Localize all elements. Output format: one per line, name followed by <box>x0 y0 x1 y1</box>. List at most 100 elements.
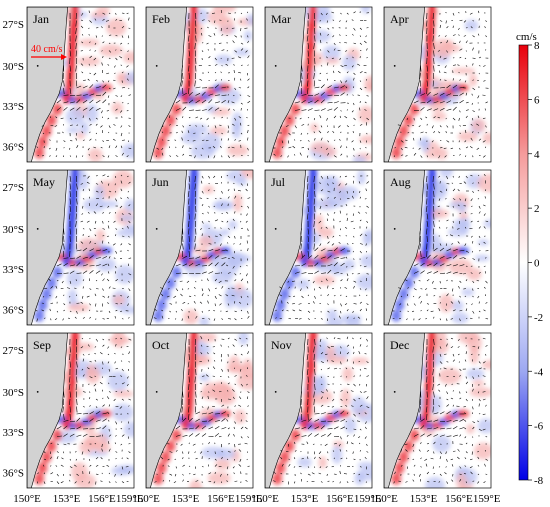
velocity-vector <box>439 353 442 357</box>
velocity-vector <box>351 19 354 21</box>
velocity-vector <box>413 473 415 476</box>
velocity-vector <box>484 26 486 29</box>
velocity-vector <box>338 235 341 237</box>
anomaly-blob <box>477 174 491 193</box>
velocity-vectors <box>37 337 132 485</box>
velocity-vector <box>478 310 481 313</box>
velocity-vector <box>301 458 304 460</box>
velocity-vector <box>50 456 52 460</box>
velocity-vector <box>470 235 473 238</box>
velocity-vector <box>465 391 468 394</box>
velocity-vector <box>332 182 335 184</box>
velocity-vector <box>106 465 110 467</box>
velocity-vector <box>69 346 71 353</box>
velocity-vector <box>439 87 445 89</box>
velocity-vector <box>482 94 486 96</box>
velocity-vector <box>188 376 190 383</box>
longitude-tick-label: 153°E <box>53 493 81 505</box>
velocity-vector <box>478 413 481 415</box>
latitude-tick-label: 36°S <box>2 305 24 317</box>
velocity-vector <box>337 338 341 340</box>
velocity-vector <box>102 249 108 252</box>
velocity-vector <box>239 174 242 177</box>
velocity-vector <box>433 316 435 319</box>
velocity-vector <box>331 57 335 59</box>
velocity-vector <box>50 286 54 289</box>
velocity-vector <box>76 302 80 304</box>
velocity-vector <box>186 280 190 283</box>
velocity-vector <box>470 272 473 274</box>
velocity-vector <box>340 65 344 67</box>
velocity-vector <box>208 107 213 111</box>
velocity-vector <box>43 146 45 149</box>
anomaly-blob <box>469 387 491 398</box>
velocity-vector <box>327 197 329 199</box>
velocity-vector <box>327 153 329 156</box>
velocity-vector <box>327 412 333 415</box>
velocity-vector <box>353 458 356 460</box>
velocity-vector <box>345 20 348 23</box>
velocity-vector <box>201 396 204 400</box>
anomaly-blob <box>324 57 340 64</box>
velocity-vector <box>108 382 110 385</box>
velocity-vector <box>340 12 342 15</box>
velocity-vector <box>126 376 129 379</box>
velocity-vector <box>463 473 467 475</box>
velocity-vector <box>188 72 190 80</box>
velocity-vector <box>188 87 190 95</box>
velocity-vector <box>350 442 354 445</box>
velocity-vector <box>424 288 428 290</box>
velocity-vector <box>472 155 474 158</box>
velocity-vector <box>446 361 449 363</box>
velocity-vector <box>438 308 441 312</box>
velocity-vector <box>121 466 124 470</box>
colorbar-gradient <box>518 44 529 481</box>
velocity-vector <box>339 42 341 44</box>
velocity-vector <box>247 64 249 66</box>
velocity-vector <box>208 255 213 259</box>
velocity-vector <box>102 425 107 430</box>
velocity-vector <box>108 256 111 259</box>
velocity-vector <box>288 295 291 297</box>
anomaly-blob <box>459 211 468 220</box>
anomaly-blob <box>451 67 476 74</box>
anomaly-blob <box>464 19 479 32</box>
velocity-vector <box>320 425 325 430</box>
velocity-vector <box>247 78 250 81</box>
velocity-vector <box>420 107 425 111</box>
velocity-vector <box>353 351 355 355</box>
velocity-vector <box>232 40 235 44</box>
velocity-vector <box>340 346 342 349</box>
velocity-vector <box>413 303 416 306</box>
velocity-vector <box>107 295 110 299</box>
velocity-vector <box>76 124 79 126</box>
velocity-vector <box>419 406 421 413</box>
velocity-vector <box>419 87 421 95</box>
anomaly-blob <box>477 239 489 246</box>
anomaly-blob <box>243 30 253 42</box>
velocity-vector <box>128 273 132 276</box>
velocity-vector <box>213 32 216 36</box>
velocity-vector <box>327 367 330 370</box>
velocity-vector <box>446 100 452 104</box>
velocity-vector <box>247 86 250 89</box>
velocity-vector <box>121 368 124 372</box>
velocity-vector <box>426 471 430 475</box>
velocity-vector <box>420 418 425 422</box>
separation-eddy <box>100 83 113 92</box>
velocity-vector <box>63 140 66 142</box>
velocity-vector <box>425 406 428 413</box>
velocity-vector <box>194 175 196 183</box>
velocity-vector <box>452 390 454 392</box>
velocity-vector <box>63 391 65 398</box>
velocity-vector <box>120 346 123 349</box>
velocity-vector <box>320 137 323 141</box>
velocity-vector <box>353 383 356 387</box>
velocity-vector <box>89 41 91 44</box>
velocity-anomaly-field <box>153 170 253 325</box>
velocity-vector <box>333 48 336 51</box>
velocity-vector <box>161 293 164 297</box>
velocity-vectors <box>153 173 251 321</box>
velocity-vector <box>465 175 468 179</box>
